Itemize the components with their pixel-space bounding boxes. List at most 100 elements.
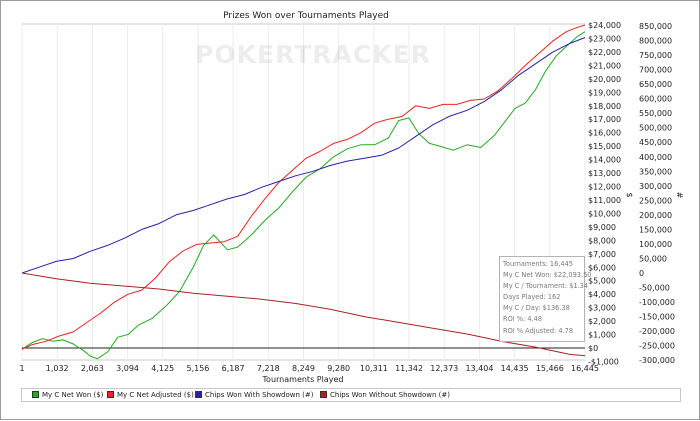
stat-net-won: My C Net Won: $22,093.50 (503, 271, 592, 280)
chips-without-showdown-line (21, 272, 586, 357)
x-tick-label: 8,249 (292, 364, 315, 373)
y-left-tick-label: $4,000 (588, 290, 616, 299)
y-left-tick-label: $7,000 (588, 250, 616, 259)
x-tick-label: 2,063 (81, 364, 104, 373)
y-right-tick-label: -50,000 (639, 284, 670, 293)
x-tick-label: 7,218 (257, 364, 280, 373)
y-left-tick-label: $20,000 (588, 75, 621, 84)
y-right-tick-label: 700,000 (639, 66, 672, 75)
stat-roi-adjusted: ROI % Adjusted: 4.78 (503, 326, 574, 335)
y-right-tick-label: 750,000 (639, 51, 672, 60)
x-tick-label: 4,125 (151, 364, 174, 373)
y-right-tick-label: 50,000 (639, 254, 667, 263)
y-left-tick-label: $10,000 (588, 209, 621, 218)
x-tick-label: 3,094 (116, 364, 139, 373)
stats-box: Tournaments: 16,445 My C Net Won: $22,09… (499, 256, 592, 342)
y-right-tick-label: 650,000 (639, 80, 672, 89)
legend-item-chips-with-showdown[interactable]: Chips Won With Showdown (#) (195, 391, 314, 399)
y-left-tick-label: $11,000 (588, 196, 621, 205)
x-axis-label: Tournaments Played (262, 375, 344, 384)
y-left-tick-label: $18,000 (588, 102, 621, 111)
stat-per-day: My C / Day: $136.38 (503, 304, 570, 313)
x-tick-label: 13,404 (465, 364, 493, 373)
y-left-tick-label: $15,000 (588, 142, 621, 151)
x-tick-label: 1,032 (46, 364, 69, 373)
y-right-tick-label: 200,000 (639, 211, 672, 220)
y-left-tick-label: $12,000 (588, 183, 621, 192)
stat-per-tournament: My C / Tournament: $1.34 (503, 282, 589, 291)
x-tick-label: 10,311 (360, 364, 388, 373)
x-tick-label: 14,435 (501, 364, 529, 373)
y-right-axis-label: # (675, 192, 684, 199)
y-left-tick-label: $5,000 (588, 277, 616, 286)
y-left-tick-label: $14,000 (588, 156, 621, 165)
y-right-tick-label: -300,000 (639, 356, 675, 365)
y-left-tick-label: $21,000 (588, 61, 621, 70)
legend-item-net-adjusted[interactable]: My C Net Adjusted ($) (107, 391, 194, 399)
legend-swatch (107, 391, 114, 398)
y-right-tick-label: -250,000 (639, 342, 675, 351)
y-left-axis-label: $ (625, 192, 634, 197)
legend: My C Net Won ($) My C Net Adjusted ($) C… (21, 388, 681, 402)
y-left-tick-label: $9,000 (588, 223, 616, 232)
x-tick-labels: 1 1,032 2,063 3,094 4,125 5,156 6,187 7,218 8,24… (19, 364, 599, 373)
y-left-tick-label: $13,000 (588, 169, 621, 178)
y-right-tick-label: 0 (639, 269, 644, 278)
y-left-tick-label: $23,000 (588, 34, 621, 43)
y-left-tick-label: $8,000 (588, 236, 616, 245)
watermark: POKERTRACKER (195, 40, 431, 69)
y-right-tick-label: 100,000 (639, 240, 672, 249)
series-lines (21, 24, 586, 360)
y-left-tick-label: -$1,000 (588, 357, 619, 366)
y-right-tick-label: 250,000 (639, 196, 672, 205)
chips-with-showdown-line (21, 37, 586, 274)
x-tick-label: 12,373 (430, 364, 458, 373)
y-right-tick-label: 850,000 (639, 22, 672, 31)
y-right-tick-label: 500,000 (639, 124, 672, 133)
y-left-tick-label: $16,000 (588, 129, 621, 138)
y-left-tick-label: $22,000 (588, 48, 621, 57)
y-right-tick-label: 800,000 (639, 37, 672, 46)
x-tick-label: 5,156 (186, 364, 209, 373)
legend-item-chips-without-showdown[interactable]: Chips Won Without Showdown (#) (320, 391, 450, 399)
y-right-tick-label: -200,000 (639, 327, 675, 336)
net-adjusted-line (21, 24, 586, 350)
x-tick-label: 16,445 (571, 364, 599, 373)
stat-days-played: Days Played: 162 (503, 293, 561, 302)
y-right-tick-label: 400,000 (639, 153, 672, 162)
y-right-tick-label: -150,000 (639, 313, 675, 322)
y-left-tick-label: $6,000 (588, 263, 616, 272)
y-right-tick-label: 350,000 (639, 167, 672, 176)
y-left-tick-label: $19,000 (588, 88, 621, 97)
stat-tournaments: Tournaments: 16,445 (503, 260, 574, 268)
y-right-tick-labels: 850,000 800,000 750,000 700,000 650,000 600,0… (639, 22, 675, 365)
y-left-tick-label: $0 (588, 344, 598, 353)
y-right-tick-label: 600,000 (639, 95, 672, 104)
x-tick-label: 11,342 (395, 364, 423, 373)
legend-swatch (195, 391, 202, 398)
y-left-tick-label: $2,000 (588, 317, 616, 326)
y-right-tick-label: -100,000 (639, 298, 675, 307)
y-right-tick-label: 450,000 (639, 138, 672, 147)
y-left-tick-label: $17,000 (588, 115, 621, 124)
y-left-tick-label: $24,000 (588, 21, 621, 30)
x-tick-label: 9,280 (327, 364, 350, 373)
y-right-tick-label: 550,000 (639, 109, 672, 118)
legend-label: Chips Won With Showdown (#) (205, 391, 314, 399)
grid-lines (21, 24, 586, 360)
y-right-tick-label: 150,000 (639, 225, 672, 234)
legend-swatch (32, 391, 39, 398)
y-left-tick-labels: $24,000 $23,000 $22,000 $21,000 $20,000 $19,0… (588, 21, 621, 366)
stat-roi: ROI %: 4.48 (503, 315, 543, 324)
x-tick-label: 6,187 (222, 364, 245, 373)
y-left-tick-label: $1,000 (588, 331, 616, 340)
legend-item-net-won[interactable]: My C Net Won ($) (32, 391, 103, 399)
legend-label: Chips Won Without Showdown (#) (330, 391, 450, 399)
legend-swatch (320, 391, 327, 398)
legend-label: My C Net Adjusted ($) (117, 391, 194, 399)
y-left-tick-label: $3,000 (588, 304, 616, 313)
y-right-tick-label: 300,000 (639, 182, 672, 191)
legend-label: My C Net Won ($) (42, 391, 104, 399)
